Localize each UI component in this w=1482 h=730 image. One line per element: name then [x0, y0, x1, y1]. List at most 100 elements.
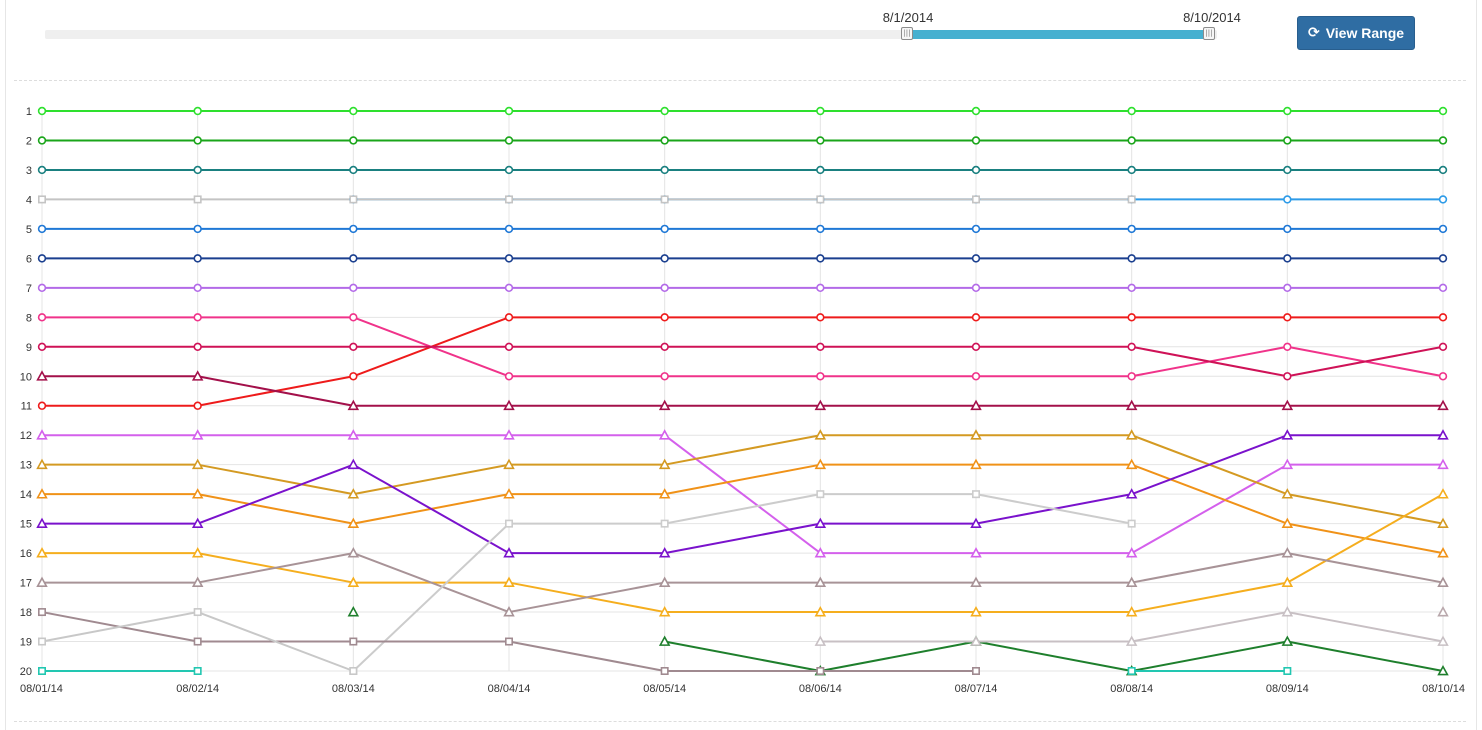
data-point-circle [349, 106, 358, 116]
data-point-circle [1438, 313, 1448, 322]
data-point-triangle [347, 605, 360, 617]
data-point-circle [660, 313, 669, 322]
data-point-triangle [503, 458, 515, 470]
data-point-circle [816, 372, 825, 381]
data-point-circle [1438, 372, 1448, 381]
y-tick-label: 3 [26, 165, 32, 177]
data-point-circle [971, 106, 981, 116]
data-point-square [660, 666, 669, 675]
data-point-circle [1283, 136, 1292, 145]
data-point-triangle [1125, 488, 1138, 499]
y-tick-label: 1 [26, 106, 32, 118]
data-point-circle [349, 224, 358, 234]
y-tick-label: 15 [20, 519, 32, 531]
slider-handle-end[interactable]: ||| [1203, 27, 1215, 40]
data-point-circle [1127, 224, 1136, 234]
data-point-triangle [814, 399, 827, 411]
data-point-circle [193, 401, 202, 410]
data-point-circle [660, 342, 669, 351]
data-point-circle [1127, 165, 1136, 175]
data-point-circle [1438, 106, 1448, 116]
data-point-triangle [1281, 429, 1294, 440]
y-tick-label: 9 [26, 342, 32, 354]
data-point-triangle [970, 576, 982, 587]
data-point-square [504, 519, 513, 528]
slider-handle-start[interactable]: ||| [901, 27, 913, 40]
data-point-circle [660, 224, 669, 234]
data-point-triangle [503, 429, 515, 440]
data-point-triangle [658, 576, 671, 587]
y-tick-label: 10 [20, 371, 32, 383]
series-line [42, 434, 1443, 555]
data-point-circle [971, 136, 981, 145]
data-point-triangle [1281, 517, 1294, 529]
data-point-circle [1283, 224, 1292, 234]
data-point-circle [349, 313, 358, 322]
data-point-circle [37, 401, 47, 410]
data-point-triangle [36, 517, 48, 529]
data-point-square [193, 608, 202, 617]
series-lines [41, 110, 1444, 672]
data-point-triangle [36, 429, 48, 440]
y-tick-label: 13 [20, 460, 32, 472]
y-tick-label: 14 [20, 489, 32, 501]
data-point-square [504, 195, 513, 204]
data-point-triangle [1281, 488, 1294, 499]
data-point-triangle [36, 458, 48, 470]
data-point-circle [37, 106, 47, 116]
y-tick-label: 16 [20, 548, 32, 560]
data-point-triangle [1437, 517, 1449, 529]
data-point-triangle [814, 635, 827, 646]
data-point-triangle [970, 517, 982, 529]
data-point-triangle [1125, 547, 1138, 558]
y-tick-label: 19 [20, 637, 32, 649]
data-point-triangle [1437, 547, 1449, 558]
y-tick-label: 7 [26, 283, 32, 295]
x-tick-label: 08/03/14 [332, 683, 375, 695]
data-point-circle [1283, 313, 1292, 322]
x-tick-label: 08/07/14 [955, 683, 998, 695]
x-tick-label: 08/10/14 [1422, 683, 1465, 695]
data-point-circle [1283, 165, 1292, 175]
data-point-circle [193, 136, 202, 145]
data-point-square [660, 519, 669, 528]
data-point-triangle [658, 399, 671, 411]
data-point-circle [1438, 136, 1448, 145]
x-tick-label: 08/01/14 [20, 683, 63, 695]
data-point-circle [660, 372, 669, 381]
data-point-square [193, 195, 202, 204]
data-point-triangle [191, 370, 204, 381]
data-point-triangle [970, 399, 982, 411]
range-start-label: 8/1/2014 [882, 10, 934, 25]
data-point-circle [1127, 313, 1136, 322]
x-tick-label: 08/08/14 [1110, 683, 1153, 695]
data-point-circle [193, 283, 202, 293]
data-point-circle [37, 283, 47, 293]
data-point-triangle [347, 488, 360, 499]
slider-track[interactable] [45, 30, 1217, 39]
data-point-circle [1438, 342, 1448, 351]
data-point-circle [816, 342, 825, 351]
data-point-square [37, 637, 46, 646]
slider-selected-range[interactable] [907, 30, 1209, 39]
data-point-circle [971, 254, 981, 263]
data-point-square [504, 637, 513, 646]
data-point-triangle [36, 576, 48, 587]
data-point-triangle [970, 458, 982, 470]
data-point-square [349, 195, 358, 204]
data-point-circle [193, 313, 202, 322]
data-point-circle [1283, 106, 1292, 116]
data-point-circle [193, 224, 202, 234]
series-line [42, 463, 1444, 555]
data-point-circle [971, 313, 981, 322]
data-point-triangle [191, 488, 204, 499]
data-point-triangle [503, 605, 515, 617]
data-point-triangle [970, 547, 982, 558]
series-line [352, 493, 1132, 672]
data-point-square [1283, 666, 1292, 675]
data-point-triangle [1437, 488, 1449, 499]
data-point-triangle [1125, 399, 1138, 411]
view-range-button[interactable]: ⟳ View Range [1297, 16, 1415, 50]
data-point-circle [504, 106, 514, 116]
